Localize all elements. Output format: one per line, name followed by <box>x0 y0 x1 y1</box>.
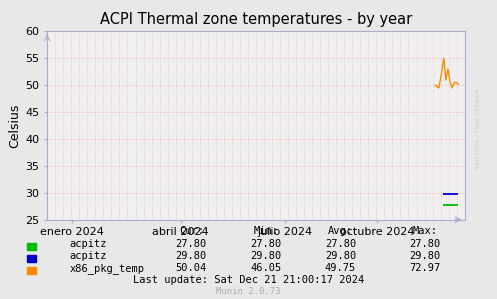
Text: 29.80: 29.80 <box>250 251 281 261</box>
Title: ACPI Thermal zone temperatures - by year: ACPI Thermal zone temperatures - by year <box>100 13 412 28</box>
Text: 27.80: 27.80 <box>250 239 281 249</box>
Text: acpitz: acpitz <box>70 251 107 261</box>
Text: 27.80: 27.80 <box>410 239 440 249</box>
Text: 27.80: 27.80 <box>325 239 356 249</box>
Text: Avg:: Avg: <box>328 226 353 236</box>
Text: 46.05: 46.05 <box>250 263 281 273</box>
Text: 50.04: 50.04 <box>176 263 207 273</box>
Text: 27.80: 27.80 <box>176 239 207 249</box>
Text: Last update: Sat Dec 21 21:00:17 2024: Last update: Sat Dec 21 21:00:17 2024 <box>133 274 364 285</box>
Text: RRDTOOL / TOBI OETIKER: RRDTOOL / TOBI OETIKER <box>476 88 481 169</box>
Text: 49.75: 49.75 <box>325 263 356 273</box>
Text: Cur:: Cur: <box>179 226 204 236</box>
Text: 29.80: 29.80 <box>325 251 356 261</box>
Text: 72.97: 72.97 <box>410 263 440 273</box>
Text: Max:: Max: <box>413 226 437 236</box>
Text: Munin 2.0.73: Munin 2.0.73 <box>216 287 281 296</box>
Text: 29.80: 29.80 <box>176 251 207 261</box>
Text: acpitz: acpitz <box>70 239 107 249</box>
Text: Min:: Min: <box>253 226 278 236</box>
Y-axis label: Celsius: Celsius <box>8 103 21 148</box>
Text: 29.80: 29.80 <box>410 251 440 261</box>
Text: x86_pkg_temp: x86_pkg_temp <box>70 263 145 274</box>
